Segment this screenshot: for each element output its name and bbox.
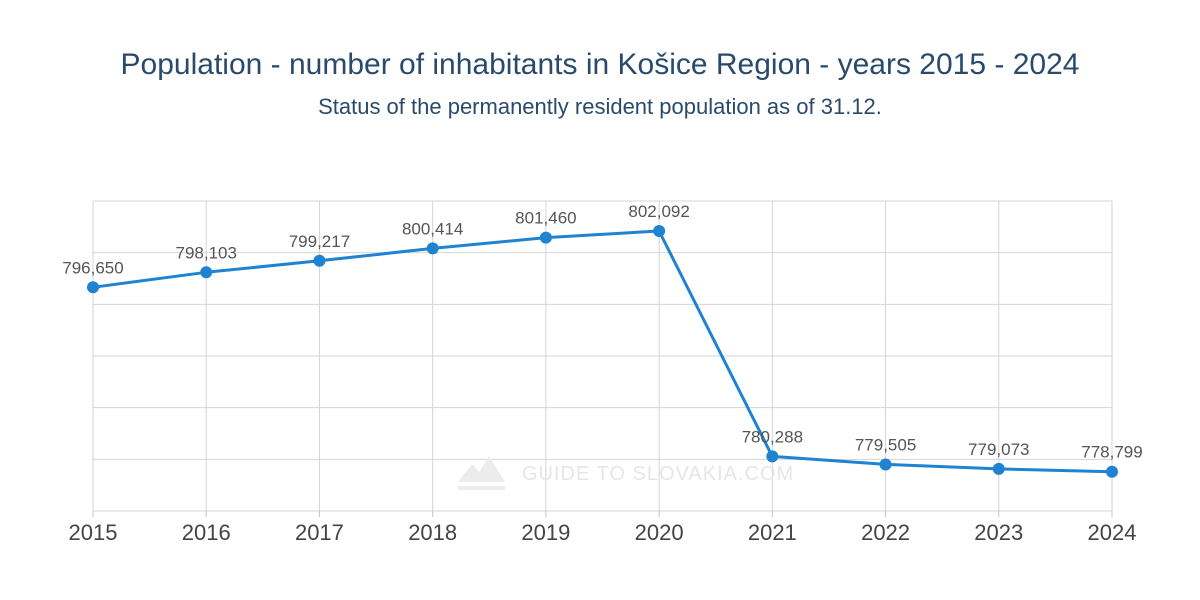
data-point bbox=[766, 450, 779, 463]
series-line bbox=[92, 229, 1113, 474]
x-tick-label: 2018 bbox=[408, 520, 457, 545]
series: 796,650 798,103 799,217 800,414 801,460 802,0… bbox=[62, 202, 1143, 478]
mountain-icon bbox=[458, 456, 505, 490]
x-tick-label: 2024 bbox=[1088, 520, 1137, 545]
data-label: 800,414 bbox=[402, 219, 463, 238]
data-label: 802,092 bbox=[628, 202, 689, 221]
data-label: 799,217 bbox=[289, 232, 350, 251]
data-point bbox=[200, 266, 213, 279]
data-point bbox=[426, 242, 439, 255]
data-label: 796,650 bbox=[62, 258, 123, 277]
data-point bbox=[313, 254, 326, 267]
x-tick-label: 2020 bbox=[635, 520, 684, 545]
x-axis-ticks: 2015 2016 2017 2018 2019 2020 2021 2022 2023 2024 bbox=[69, 520, 1137, 545]
chart-subtitle: Status of the permanently resident popul… bbox=[318, 94, 882, 119]
data-label: 779,073 bbox=[968, 440, 1029, 459]
x-tick-label: 2019 bbox=[521, 520, 570, 545]
x-tick-label: 2015 bbox=[69, 520, 118, 545]
data-point bbox=[992, 462, 1005, 475]
data-point bbox=[653, 225, 666, 238]
watermark-text: GUIDE TO SLOVAKIA.COM bbox=[522, 463, 794, 485]
x-tick-label: 2016 bbox=[182, 520, 231, 545]
x-tick-label: 2022 bbox=[861, 520, 910, 545]
data-label: 778,799 bbox=[1081, 443, 1142, 462]
data-point bbox=[87, 281, 99, 294]
watermark: GUIDE TO SLOVAKIA.COM bbox=[458, 456, 794, 490]
x-tick-label: 2017 bbox=[295, 520, 344, 545]
grid bbox=[92, 200, 1113, 517]
data-point bbox=[879, 458, 892, 471]
data-label: 780,288 bbox=[742, 427, 803, 446]
data-point bbox=[539, 231, 552, 244]
x-tick-label: 2021 bbox=[748, 520, 797, 545]
data-label: 779,505 bbox=[855, 435, 916, 454]
data-label: 798,103 bbox=[175, 243, 236, 262]
data-label: 801,460 bbox=[515, 209, 576, 228]
data-point bbox=[1106, 465, 1118, 478]
x-tick-label: 2023 bbox=[974, 520, 1023, 545]
chart-title: Population - number of inhabitants in Ko… bbox=[120, 48, 1080, 81]
